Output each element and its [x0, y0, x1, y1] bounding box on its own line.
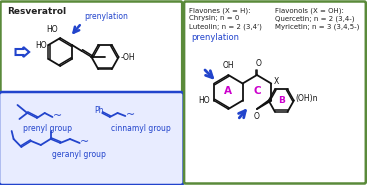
Text: Resveratrol: Resveratrol: [7, 7, 66, 16]
Text: (OH)n: (OH)n: [296, 94, 318, 103]
FancyArrow shape: [15, 47, 29, 57]
Text: O: O: [256, 59, 262, 68]
Text: prenylation: prenylation: [85, 12, 129, 21]
Text: X: X: [274, 77, 279, 86]
Text: Chrysin; n = 0: Chrysin; n = 0: [189, 15, 240, 21]
Text: prenylation: prenylation: [191, 33, 239, 42]
Text: cinnamyl group: cinnamyl group: [111, 124, 170, 133]
FancyBboxPatch shape: [184, 1, 366, 184]
Text: HO: HO: [46, 25, 58, 34]
Text: Luteolin; n = 2 (3,4’): Luteolin; n = 2 (3,4’): [189, 23, 262, 29]
Text: HO: HO: [35, 41, 46, 50]
Text: -OH: -OH: [121, 53, 135, 61]
Text: prenyl group: prenyl group: [23, 124, 72, 133]
FancyBboxPatch shape: [0, 92, 184, 185]
FancyBboxPatch shape: [0, 1, 182, 95]
Text: ~: ~: [126, 110, 136, 120]
Text: ~: ~: [80, 137, 89, 147]
Text: Flavonols (X = OH):: Flavonols (X = OH):: [275, 7, 344, 14]
Text: Ph: Ph: [94, 105, 104, 115]
Text: Flavones (X = H):: Flavones (X = H):: [189, 7, 251, 14]
Text: ~: ~: [53, 111, 62, 121]
Text: B: B: [278, 96, 285, 105]
Text: Myricetin; n = 3 (3,4,5-): Myricetin; n = 3 (3,4,5-): [275, 23, 359, 29]
Text: C: C: [253, 86, 261, 96]
Text: A: A: [224, 86, 232, 96]
Text: Quercetin; n = 2 (3,4-): Quercetin; n = 2 (3,4-): [275, 15, 355, 21]
Text: geranyl group: geranyl group: [53, 150, 106, 159]
Text: OH: OH: [223, 61, 234, 70]
Text: HO: HO: [198, 96, 210, 105]
Text: O: O: [254, 112, 260, 121]
